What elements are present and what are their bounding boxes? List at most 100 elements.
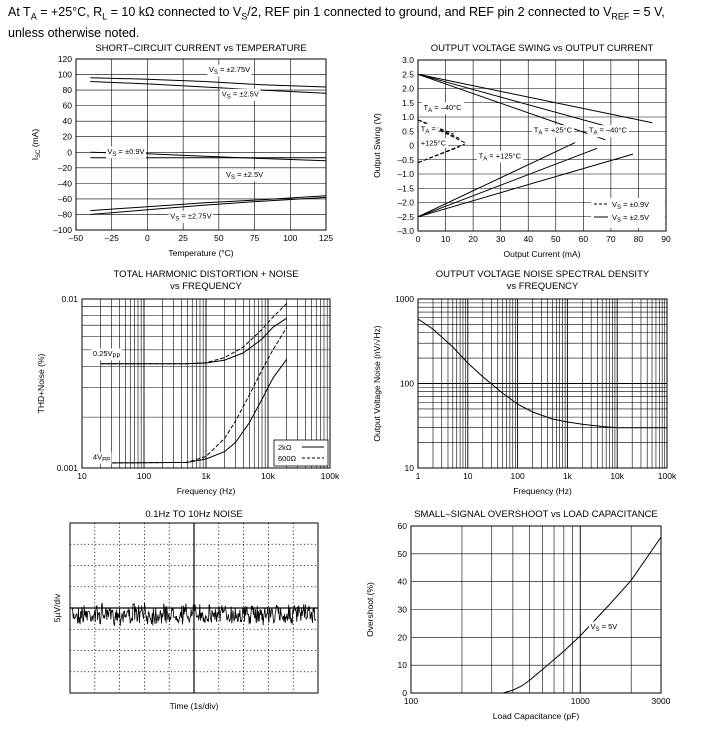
y-tick-label: –2.0 (397, 198, 414, 208)
chart-swing: OUTPUT VOLTAGE SWING vs OUTPUT CURRENT 0 1… (372, 43, 671, 259)
chart-noise: OUTPUT VOLTAGE NOISE SPECTRAL DENSITYvs … (372, 269, 677, 496)
y-tick-label: 2.0 (402, 84, 414, 94)
x-tick-label: 10 (463, 471, 473, 481)
y-tick-label: –40 (58, 178, 72, 188)
y-tick-label: –100 (53, 225, 72, 235)
annotation: TA = +125°C (479, 151, 522, 162)
series-line (417, 73, 625, 132)
x-tick-label: 50 (214, 233, 224, 243)
y-tick-label: –20 (58, 163, 72, 173)
series-line (100, 359, 288, 464)
x-tick-label: 50 (551, 234, 561, 244)
series-line (90, 196, 327, 215)
x-tick-label: –50 (69, 233, 83, 243)
legend-box (591, 198, 665, 228)
chart-overshoot: SMALL–SIGNAL OVERSHOOT vs LOAD CAPACITAN… (365, 509, 671, 721)
series-line (100, 327, 288, 464)
chart-title: OUTPUT VOLTAGE SWING vs OUTPUT CURRENT (431, 43, 654, 54)
y-tick-label: –1.0 (397, 169, 414, 179)
chart-title: SHORT–CIRCUIT CURRENT vs TEMPERATURE (95, 43, 306, 54)
chart-isc: SHORT–CIRCUIT CURRENT vs TEMPERATURE–50–… (30, 43, 333, 258)
y-tick-label: 60 (398, 521, 408, 531)
y-tick-label: –2.5 (397, 212, 414, 222)
annotation: +125°C (421, 139, 447, 148)
series-line (417, 142, 576, 218)
annotation-bg (532, 125, 575, 138)
x-axis-label: Output Current (mA) (504, 249, 581, 259)
x-tick-label: 100 (283, 233, 297, 243)
y-tick-label: 0.01 (61, 294, 78, 304)
x-tick-label: 1k (202, 471, 212, 481)
x-tick-label: 100k (321, 471, 340, 481)
y-tick-label: 50 (398, 549, 408, 559)
y-tick-label: 10 (405, 463, 415, 473)
series-line (417, 73, 653, 124)
grid (417, 298, 668, 469)
series-line (417, 143, 465, 164)
y-tick-label: 100 (400, 379, 414, 389)
x-tick-label: 10k (261, 471, 275, 481)
legend-box (273, 439, 329, 467)
annotation: VS = ±2.5V (222, 89, 259, 100)
x-axis-label: Frequency (Hz) (513, 486, 572, 496)
x-tick-label: 10 (77, 471, 87, 481)
y-tick-label: 40 (398, 577, 408, 587)
series-line (71, 602, 317, 627)
annotation: VS = ±2.5V (226, 170, 263, 181)
annotation: VS = ±2.75V (170, 211, 211, 222)
annotation-bg (105, 146, 147, 159)
y-tick-label: 40 (63, 116, 73, 126)
series-line (100, 303, 288, 365)
y-tick-label: 120 (58, 54, 72, 64)
y-tick-label: 20 (63, 132, 73, 142)
series-line (90, 77, 327, 88)
series-line (417, 153, 634, 218)
y-tick-label: –80 (58, 209, 72, 219)
annotation-bg (422, 102, 464, 115)
y-tick-label: 0 (67, 147, 72, 157)
annotation-bg (207, 64, 252, 77)
annotation: VS = 5V (591, 622, 618, 633)
y-tick-label: 30 (398, 605, 408, 615)
annotation: TA = +25°C (534, 126, 573, 137)
x-tick-label: 100 (137, 471, 151, 481)
annotation: VS = ±0.9V (107, 147, 144, 158)
x-axis-label: Load Capacitance (pF) (493, 711, 580, 721)
plot-frame (410, 525, 662, 694)
y-axis-label: Overshoot (%) (365, 582, 375, 637)
y-axis-label: 5µV/div (52, 593, 62, 622)
x-tick-label: 100 (404, 696, 418, 706)
x-tick-label: 80 (634, 234, 644, 244)
conditions-header: At TA = +25°C, RL = 10 kΩ connected to V… (8, 4, 698, 41)
y-axis-label: Output Swing (V) (372, 113, 382, 178)
header-line-1: At TA = +25°C, RL = 10 kΩ connected to V… (8, 5, 665, 22)
x-tick-label: 125 (319, 233, 333, 243)
x-tick-label: 1 (416, 471, 421, 481)
annotation: 4VPP (93, 453, 110, 464)
x-tick-label: 60 (579, 234, 589, 244)
series-line (90, 195, 327, 212)
series-line (90, 81, 327, 94)
y-tick-label: 20 (398, 632, 408, 642)
y-axis-label: Output Voltage Noise (nV/√Hz) (372, 325, 382, 441)
chart-title: SMALL–SIGNAL OVERSHOOT vs LOAD CAPACITAN… (414, 509, 658, 520)
x-tick-label: 100 (511, 471, 525, 481)
x-tick-label: 20 (468, 234, 478, 244)
x-tick-label: 3000 (652, 696, 671, 706)
x-tick-label: 70 (606, 234, 616, 244)
y-tick-label: 0 (402, 688, 407, 698)
y-tick-label: –3.0 (397, 226, 414, 236)
annotation-bg (220, 88, 261, 101)
y-tick-label: 1.5 (402, 98, 414, 108)
chart-subtitle: vs FREQUENCY (507, 281, 579, 292)
chart-title: TOTAL HARMONIC DISTORTION + NOISE (113, 269, 298, 280)
x-tick-label: 10k (610, 471, 624, 481)
series-line (417, 318, 667, 429)
y-tick-label: 2.5 (402, 69, 414, 79)
x-tick-label: 75 (250, 233, 260, 243)
y-axis-label: ISC (mA) (30, 129, 42, 161)
series-line (411, 536, 662, 694)
legend-entry: 2kΩ (278, 443, 292, 452)
chart-title: OUTPUT VOLTAGE NOISE SPECTRAL DENSITY (436, 269, 650, 280)
y-tick-label: 80 (63, 85, 73, 95)
